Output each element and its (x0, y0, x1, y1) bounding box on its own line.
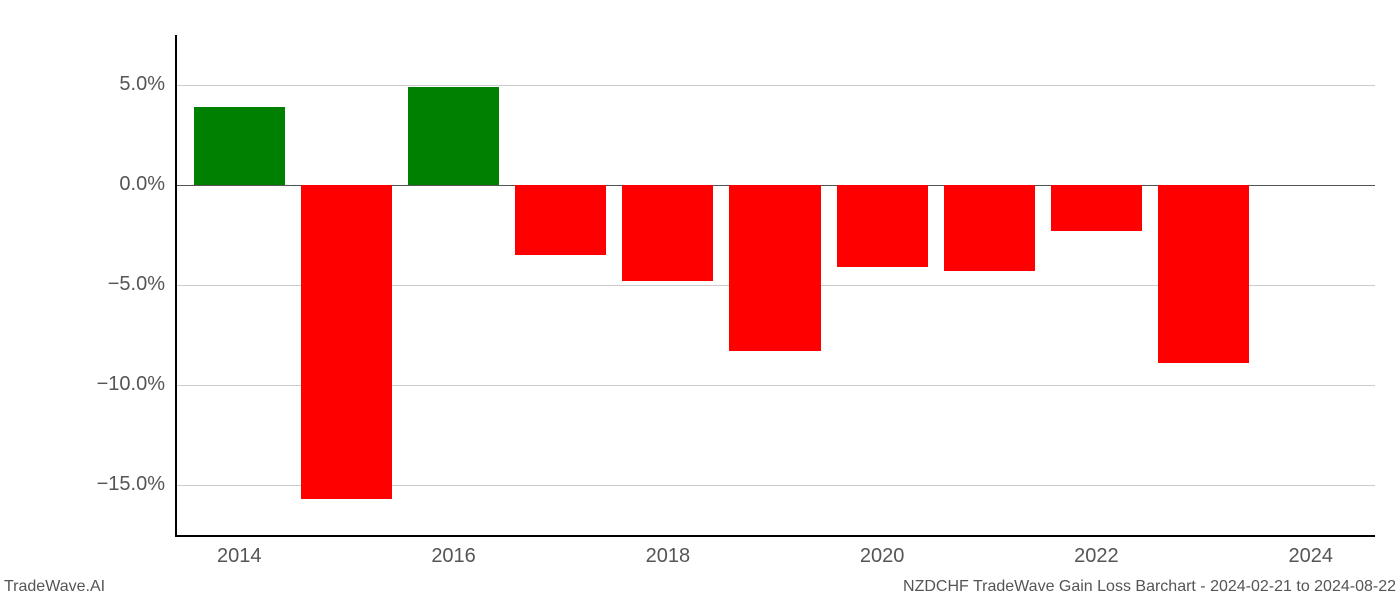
chart-container: −15.0% −10.0% −5.0% 0.0% 5.0% 2014 2016 2018 202… (0, 0, 1400, 600)
bar (622, 185, 713, 281)
watermark-text: TradeWave.AI (4, 578, 105, 596)
y-tick-label: −10.0% (15, 373, 165, 396)
bar (515, 185, 606, 255)
chart-subtitle: NZDCHF TradeWave Gain Loss Barchart - 20… (903, 578, 1396, 596)
bar (944, 185, 1035, 271)
bar (729, 185, 820, 351)
bar (837, 185, 928, 267)
bar (1051, 185, 1142, 231)
x-tick-label: 2018 (628, 545, 708, 568)
y-tick-label: 0.0% (15, 173, 165, 196)
bar (408, 87, 499, 185)
grid-line (175, 85, 1375, 86)
x-tick-label: 2024 (1271, 545, 1351, 568)
x-axis-line (175, 535, 1375, 537)
bar (301, 185, 392, 499)
x-tick-label: 2016 (414, 545, 494, 568)
y-tick-label: 5.0% (15, 73, 165, 96)
x-tick-label: 2022 (1056, 545, 1136, 568)
bar (194, 107, 285, 185)
x-tick-label: 2014 (199, 545, 279, 568)
plot-area: −15.0%−10.0%−5.0%0.0%5.0%201420162018202… (175, 35, 1375, 535)
y-tick-label: −15.0% (15, 473, 165, 496)
x-tick-label: 2020 (842, 545, 922, 568)
bar (1158, 185, 1249, 363)
y-tick-label: −5.0% (15, 273, 165, 296)
y-axis-line (175, 35, 177, 535)
